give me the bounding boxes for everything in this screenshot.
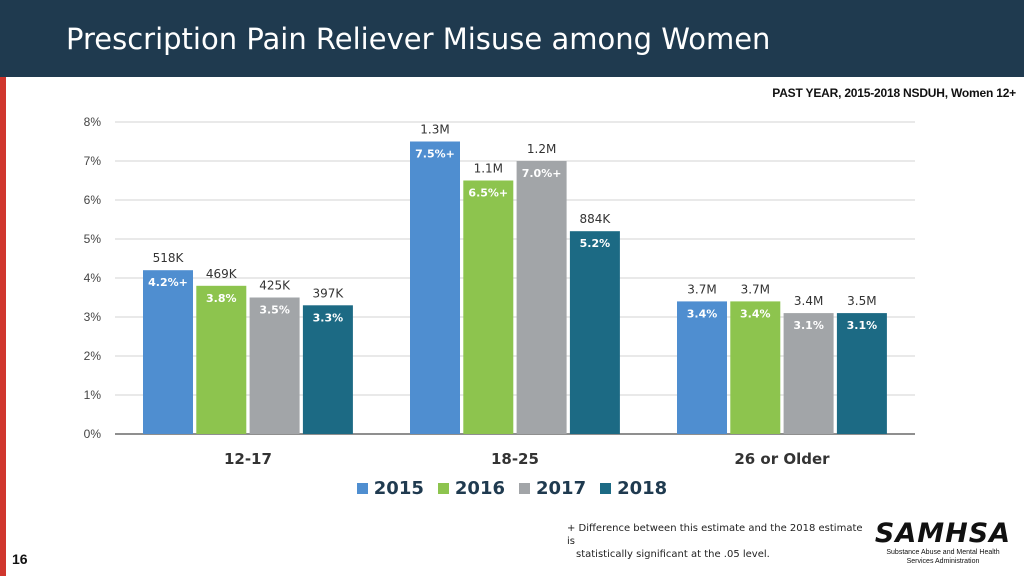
bar-value-label: 7.0%+ — [522, 167, 562, 180]
bar-count-label: 3.4M — [794, 294, 823, 308]
bar — [836, 313, 887, 434]
legend-swatch-2017 — [519, 483, 530, 494]
significance-footnote: + Difference between this estimate and t… — [567, 522, 867, 561]
bar — [569, 231, 620, 434]
logo-tagline-2: Services Administration — [906, 558, 980, 565]
legend-swatch-2018 — [600, 483, 612, 494]
bar-count-label: 397K — [313, 286, 345, 300]
y-tick-label: 4% — [84, 271, 102, 285]
bar-value-label: 3.5% — [259, 304, 290, 317]
accent-stripe — [0, 77, 6, 576]
y-tick-label: 2% — [84, 349, 102, 363]
y-tick-label: 6% — [84, 193, 102, 207]
chart-subtitle: PAST YEAR, 2015-2018 NSDUH, Women 12+ — [772, 86, 1016, 100]
legend-swatch-2015 — [356, 483, 368, 494]
bar — [410, 141, 460, 434]
samhsa-logo: SAMHSA Substance Abuse and Mental Health… — [868, 520, 1018, 566]
bar-value-label: 3.8% — [206, 292, 237, 305]
x-category-label: 12-17 — [224, 450, 272, 468]
bar-count-label: 3.7M — [687, 282, 716, 296]
bar-count-label: 518K — [153, 251, 185, 265]
bar-count-label: 884K — [580, 212, 612, 226]
bar-value-label: 3.4% — [687, 307, 718, 320]
logo-wordmark: SAMHSA — [874, 518, 1012, 549]
bar — [677, 301, 727, 434]
legend-label-2016: 2016 — [454, 478, 505, 499]
bar-value-label: 3.4% — [740, 307, 771, 320]
logo-tagline-1: Substance Abuse and Mental Health — [886, 549, 1000, 556]
page-number: 16 — [12, 551, 28, 567]
bar-value-label: 3.3% — [313, 311, 344, 324]
y-tick-label: 5% — [84, 232, 102, 246]
bar-value-label: 6.5%+ — [468, 187, 508, 200]
bar-count-label: 1.1M — [474, 162, 503, 176]
legend-swatch-2016 — [437, 483, 449, 494]
bar-count-label: 1.3M — [420, 123, 449, 137]
bar-value-label: 3.1% — [793, 319, 824, 332]
bar-count-label: 3.7M — [741, 282, 770, 296]
legend-item-2018: 2018 — [600, 478, 667, 499]
y-tick-label: 8% — [84, 115, 102, 129]
bar-value-label: 3.1% — [847, 319, 878, 332]
legend-label-2015: 2015 — [373, 478, 424, 499]
bar — [783, 313, 834, 434]
y-tick-label: 1% — [84, 388, 102, 402]
legend-item-2017: 2017 — [519, 478, 586, 499]
bar-count-label: 1.2M — [527, 142, 556, 156]
bar — [302, 305, 353, 434]
x-category-label: 26 or Older — [734, 450, 830, 468]
bar — [516, 161, 567, 434]
header-bar: Prescription Pain Reliever Misuse among … — [0, 0, 1024, 77]
bar-count-label: 425K — [259, 279, 291, 293]
bar — [143, 270, 193, 434]
legend-label-2017: 2017 — [536, 478, 587, 499]
bar-value-label: 5.2% — [580, 237, 611, 250]
bar — [249, 297, 300, 434]
bar-count-label: 469K — [206, 267, 238, 281]
footnote-line-2: statistically significant at the .05 lev… — [576, 549, 770, 560]
bar-value-label: 7.5%+ — [415, 148, 455, 161]
footnote-line-1: + Difference between this estimate and t… — [567, 523, 863, 547]
bar — [730, 301, 781, 434]
bar — [196, 285, 247, 434]
bar-count-label: 3.5M — [847, 294, 876, 308]
bar-value-label: 4.2%+ — [148, 276, 188, 289]
legend-label-2018: 2018 — [617, 478, 668, 499]
legend-item-2015: 2015 — [356, 478, 424, 499]
x-category-label: 18-25 — [491, 450, 539, 468]
bar — [463, 180, 514, 434]
legend-item-2016: 2016 — [437, 478, 505, 499]
y-tick-label: 7% — [84, 154, 102, 168]
y-tick-label: 3% — [84, 310, 102, 324]
chart-legend: 2015 2016 2017 2018 — [0, 478, 1024, 499]
page-title: Prescription Pain Reliever Misuse among … — [66, 22, 771, 56]
y-tick-label: 0% — [84, 427, 102, 441]
